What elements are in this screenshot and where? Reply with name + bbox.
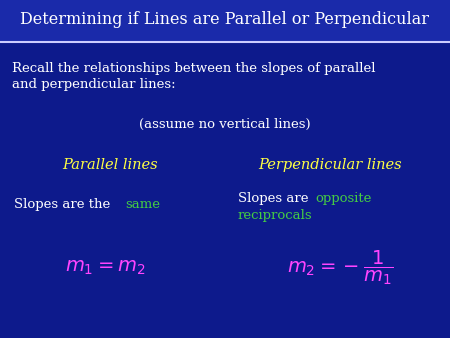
Text: same: same [125,198,160,211]
Text: Slopes are: Slopes are [238,192,313,205]
Text: and perpendicular lines:: and perpendicular lines: [12,78,176,91]
FancyBboxPatch shape [0,0,450,42]
Text: opposite: opposite [315,192,371,205]
Text: $m_2 = -\dfrac{1}{m_1}$: $m_2 = -\dfrac{1}{m_1}$ [287,249,393,287]
Text: (assume no vertical lines): (assume no vertical lines) [139,118,311,131]
Text: Perpendicular lines: Perpendicular lines [258,158,402,172]
Text: Determining if Lines are Parallel or Perpendicular: Determining if Lines are Parallel or Per… [21,11,429,28]
Text: Recall the relationships between the slopes of parallel: Recall the relationships between the slo… [12,62,375,75]
Text: $m_1 = m_2$: $m_1 = m_2$ [65,259,145,277]
Text: reciprocals: reciprocals [238,209,313,222]
Text: Parallel lines: Parallel lines [62,158,158,172]
Text: Slopes are the: Slopes are the [14,198,114,211]
